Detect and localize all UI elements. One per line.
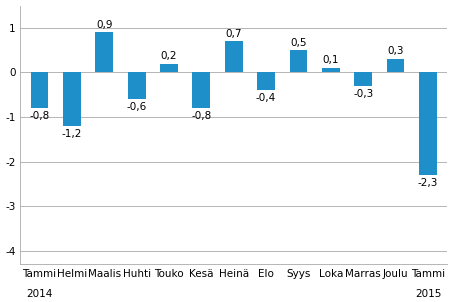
Bar: [192, 72, 210, 108]
Text: -2,3: -2,3: [418, 178, 438, 188]
Bar: [95, 32, 113, 72]
Text: 0,3: 0,3: [387, 47, 404, 56]
Text: 0,2: 0,2: [161, 51, 177, 61]
Text: -0,6: -0,6: [127, 102, 147, 112]
Bar: [128, 72, 146, 99]
Text: -0,4: -0,4: [256, 93, 276, 103]
Text: -0,8: -0,8: [30, 111, 49, 121]
Text: -1,2: -1,2: [62, 129, 82, 139]
Bar: [30, 72, 49, 108]
Text: 0,1: 0,1: [323, 55, 339, 65]
Bar: [63, 72, 81, 126]
Text: 2015: 2015: [415, 289, 441, 299]
Bar: [257, 72, 275, 90]
Text: 0,5: 0,5: [290, 37, 307, 47]
Text: 0,9: 0,9: [96, 20, 113, 30]
Bar: [225, 41, 242, 72]
Bar: [387, 59, 405, 72]
Bar: [290, 50, 307, 72]
Text: -0,8: -0,8: [191, 111, 212, 121]
Bar: [322, 68, 340, 72]
Bar: [354, 72, 372, 86]
Bar: [419, 72, 437, 175]
Text: 2014: 2014: [26, 289, 53, 299]
Text: -0,3: -0,3: [353, 88, 373, 98]
Text: 0,7: 0,7: [226, 29, 242, 39]
Bar: [160, 63, 178, 72]
